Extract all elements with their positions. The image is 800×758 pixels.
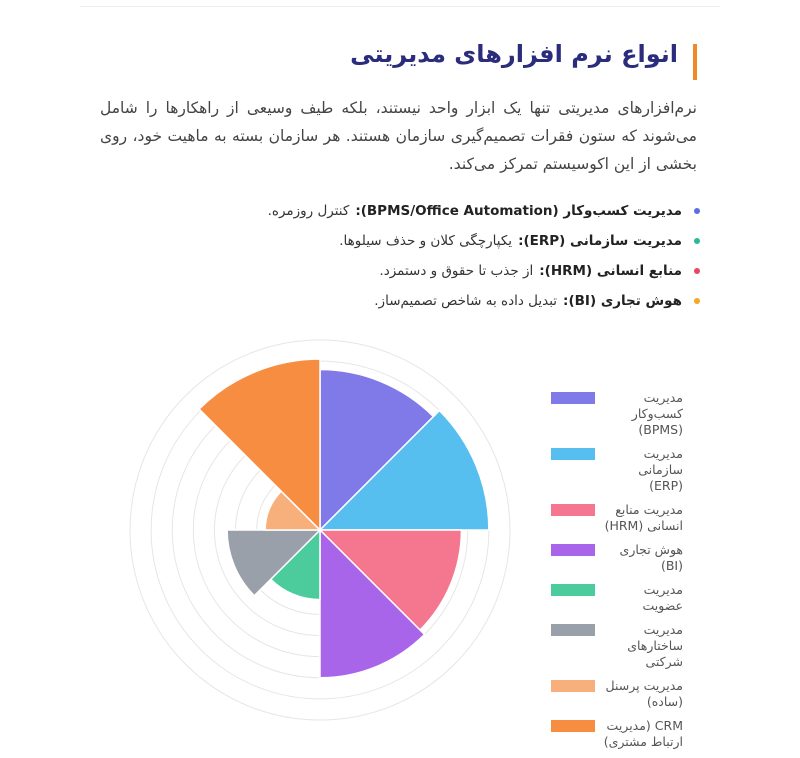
bullet-dot <box>694 298 700 304</box>
bullet-desc: کنترل روزمره. <box>267 203 350 219</box>
bullet-term: مدیریت کسب‌وکار (BPMS/Office Automation)… <box>355 203 682 219</box>
legend-swatch <box>551 624 595 636</box>
legend-swatch <box>551 448 595 460</box>
legend-label: هوش تجاری (BI) <box>619 542 683 573</box>
legend-item: مدیریت منابع انسانی (HRM) <box>551 502 683 534</box>
legend-item: مدیریت عضویت <box>551 582 683 614</box>
heading-accent <box>693 44 697 80</box>
sector <box>318 529 463 632</box>
sector <box>318 409 490 531</box>
sector <box>198 358 321 532</box>
heading: انواع نرم افزارهای مدیریتی <box>350 40 678 68</box>
legend-item: مدیریت سازمانی (ERP) <box>551 446 683 494</box>
bullet-dot <box>694 208 700 214</box>
legend-label: مدیریت سازمانی (ERP) <box>638 446 683 493</box>
legend: مدیریت کسب‌وکار (BPMS) مدیریت سازمانی (ER… <box>551 390 683 758</box>
sector <box>319 528 426 679</box>
legend-label: مدیریت کسب‌وکار (BPMS) <box>631 390 683 437</box>
legend-label: مدیریت پرسنل (ساده) <box>605 678 683 709</box>
legend-label: CRM (مدیریت ارتباط مشتری) <box>603 718 683 749</box>
grid-ring <box>129 339 511 721</box>
legend-swatch <box>551 584 595 596</box>
bullet-term: مدیریت سازمانی (ERP): <box>518 233 682 249</box>
sector <box>226 529 322 597</box>
bullet-term: منابع انسانی (HRM): <box>539 263 682 279</box>
bullet-desc: از جذب تا حقوق و دستمزد. <box>379 263 534 279</box>
bullet: مدیریت کسب‌وکار (BPMS/Office Automation)… <box>268 196 700 226</box>
bullet: منابع انسانی (HRM): از جذب تا حقوق و دستم… <box>268 256 700 286</box>
bullet-desc: تبدیل داده به شاخص تصمیم‌ساز. <box>374 293 558 309</box>
legend-label: مدیریت ساختارهای شرکتی <box>627 622 683 669</box>
legend-item: مدیریت ساختارهای شرکتی <box>551 622 683 670</box>
legend-item: CRM (مدیریت ارتباط مشتری) <box>551 718 683 750</box>
legend-swatch <box>551 720 595 732</box>
legend-label: مدیریت عضویت <box>642 582 683 613</box>
legend-item: هوش تجاری (BI) <box>551 542 683 574</box>
bullet: مدیریت سازمانی (ERP): یکپارچگی کلان و حذف… <box>268 226 700 256</box>
bullet: هوش تجاری (BI): تبدیل داده به شاخص تصمیم‌… <box>268 286 700 316</box>
legend-swatch <box>551 504 595 516</box>
bullet-dot <box>694 268 700 274</box>
bullet-term: هوش تجاری (BI): <box>563 293 682 309</box>
legend-item: مدیریت کسب‌وکار (BPMS) <box>551 390 683 438</box>
legend-item: مدیریت پرسنل (ساده) <box>551 678 683 710</box>
legend-swatch <box>551 544 595 556</box>
paragraph: نرم‌افزارهای مدیریتی تنها یک ابزار واحد … <box>100 99 697 173</box>
legend-swatch <box>551 392 595 404</box>
bullet-list: مدیریت کسب‌وکار (BPMS/Office Automation)… <box>268 196 700 316</box>
bullet-dot <box>694 238 700 244</box>
legend-swatch <box>551 680 595 692</box>
sector <box>319 368 435 532</box>
top-border <box>80 0 720 7</box>
bullet-desc: یکپارچگی کلان و حذف سیلوها. <box>339 233 513 249</box>
legend-label: مدیریت منابع انسانی (HRM) <box>604 502 683 533</box>
